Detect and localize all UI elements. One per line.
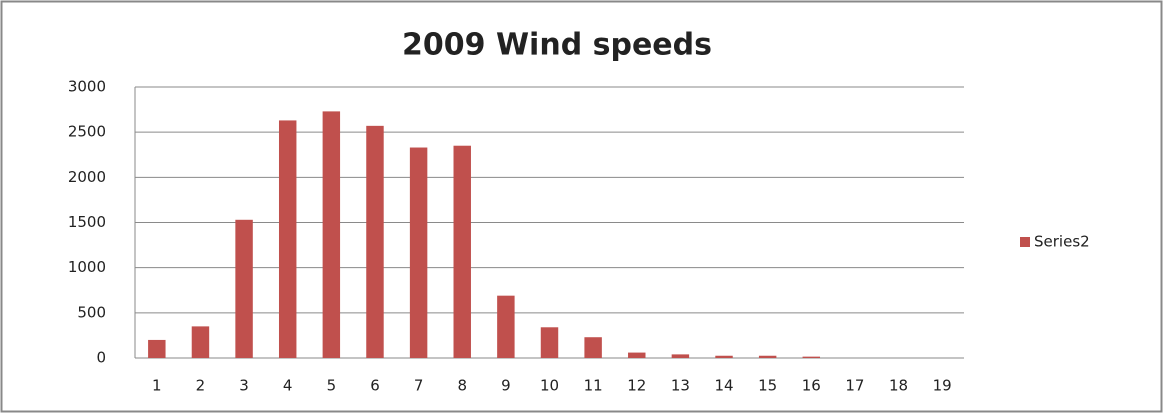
x-tick-label: 16 bbox=[802, 377, 821, 395]
bar bbox=[671, 354, 690, 358]
bar bbox=[409, 147, 428, 358]
y-tick-label: 0 bbox=[96, 349, 106, 367]
bar bbox=[628, 352, 646, 358]
x-tick-label: 4 bbox=[283, 377, 293, 395]
x-tick-label: 17 bbox=[845, 377, 864, 395]
bar bbox=[366, 125, 384, 359]
x-tick-label: 1 bbox=[152, 377, 162, 395]
x-tick-label: 5 bbox=[327, 377, 337, 395]
legend-label: Series2 bbox=[1034, 233, 1090, 251]
chart-title: 2009 Wind speeds bbox=[402, 28, 712, 63]
x-tick-label: 2 bbox=[196, 377, 206, 395]
bar bbox=[148, 339, 166, 358]
y-tick-label: 1500 bbox=[68, 213, 106, 231]
y-tick-label: 2500 bbox=[68, 123, 106, 141]
x-tick-label: 14 bbox=[714, 377, 733, 395]
y-tick-label: 3000 bbox=[68, 78, 106, 96]
x-tick-label: 10 bbox=[540, 377, 559, 395]
x-tick-label: 7 bbox=[414, 377, 424, 395]
bar bbox=[278, 120, 297, 358]
x-tick-label: 13 bbox=[671, 377, 690, 395]
bar bbox=[322, 111, 341, 358]
bar bbox=[453, 145, 471, 358]
x-tick-label: 18 bbox=[889, 377, 908, 395]
bar bbox=[715, 355, 733, 358]
y-tick-label: 500 bbox=[77, 303, 106, 321]
x-tick-label: 6 bbox=[370, 377, 380, 395]
x-tick-label: 11 bbox=[584, 377, 603, 395]
x-tick-label: 3 bbox=[239, 377, 249, 395]
y-tick-label: 1000 bbox=[68, 258, 106, 276]
bar bbox=[191, 326, 210, 358]
x-tick-label: 12 bbox=[627, 377, 646, 395]
bar bbox=[802, 356, 821, 358]
legend-swatch bbox=[1020, 237, 1030, 247]
x-tick-label: 15 bbox=[758, 377, 777, 395]
bar bbox=[584, 337, 602, 358]
x-tick-label: 8 bbox=[457, 377, 467, 395]
bar bbox=[497, 295, 515, 358]
bar bbox=[540, 327, 559, 358]
bar bbox=[235, 219, 253, 358]
x-tick-label: 19 bbox=[933, 377, 952, 395]
x-tick-label: 9 bbox=[501, 377, 511, 395]
bar bbox=[758, 355, 777, 358]
y-tick-label: 2000 bbox=[68, 168, 106, 186]
